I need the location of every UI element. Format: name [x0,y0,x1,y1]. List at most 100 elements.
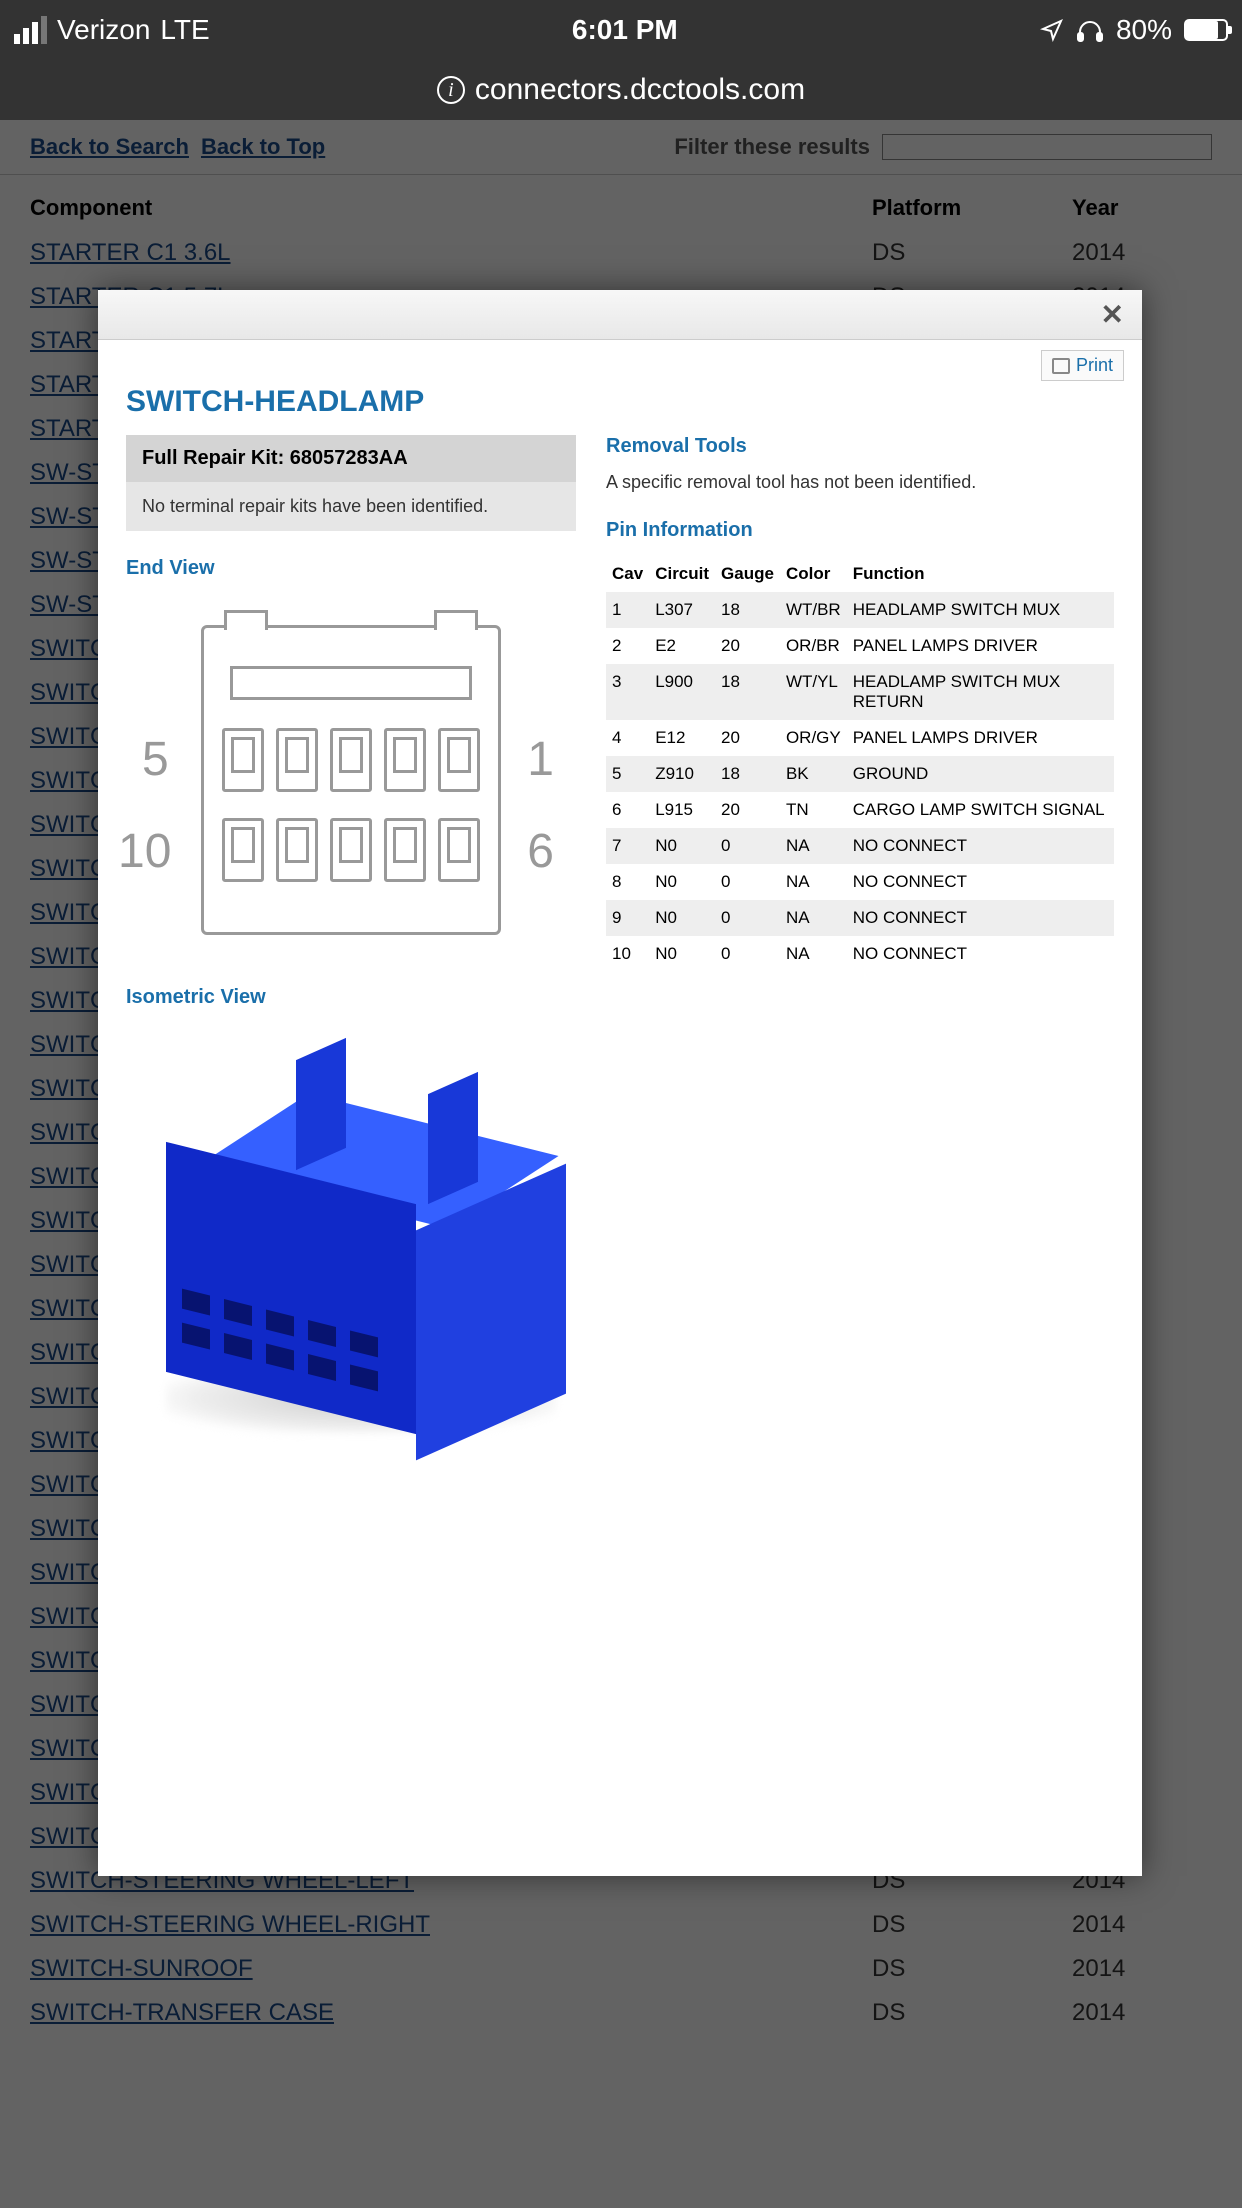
status-bar: Verizon LTE 6:01 PM 80% [0,0,1242,60]
cav-cell: 5 [606,756,649,792]
circuit-cell: Z910 [649,756,715,792]
gauge-cell: 20 [715,792,780,828]
pin-row: 2E220OR/BRPANEL LAMPS DRIVER [606,628,1114,664]
circuit-cell: L915 [649,792,715,828]
circuit-cell: E12 [649,720,715,756]
url-text: connectors.dcctools.com [475,73,805,107]
cav-cell: 6 [606,792,649,828]
function-cell: NO CONNECT [847,864,1114,900]
color-cell: BK [780,756,847,792]
url-bar[interactable]: i connectors.dcctools.com [0,60,1242,120]
repair-kit-text: No terminal repair kits have been identi… [126,482,576,531]
color-cell: NA [780,864,847,900]
print-icon [1052,358,1070,374]
gauge-cell: 18 [715,756,780,792]
status-left: Verizon LTE [14,14,210,46]
pin-info-table: Cav Circuit Gauge Color Function 1L30718… [606,556,1114,972]
circuit-cell: N0 [649,936,715,972]
battery-pct: 80% [1116,14,1172,46]
status-right: 80% [1040,14,1228,46]
color-cell: TN [780,792,847,828]
function-cell: NO CONNECT [847,900,1114,936]
signal-icon [14,16,47,44]
function-cell: NO CONNECT [847,936,1114,972]
removal-tools-heading: Removal Tools [606,435,1114,458]
circuit-cell: N0 [649,828,715,864]
color-cell: OR/GY [780,720,847,756]
function-cell: HEADLAMP SWITCH MUX RETURN [847,664,1114,720]
gauge-cell: 20 [715,720,780,756]
cav-cell: 8 [606,864,649,900]
modal-header: ✕ [98,290,1142,340]
pin-row: 9N00NANO CONNECT [606,900,1114,936]
battery-icon [1184,19,1228,41]
color-cell: NA [780,828,847,864]
end-view-heading: End View [126,557,576,580]
info-icon: i [437,76,465,104]
headphones-icon [1076,18,1104,42]
circuit-cell: L900 [649,664,715,720]
gauge-cell: 18 [715,592,780,628]
pin-row: 5Z91018BKGROUND [606,756,1114,792]
circuit-cell: N0 [649,864,715,900]
color-cell: NA [780,936,847,972]
iso-view-heading: Isometric View [126,986,576,1009]
pin-label-5: 5 [142,732,169,787]
function-cell: HEADLAMP SWITCH MUX [847,592,1114,628]
color-cell: WT/YL [780,664,847,720]
pin-label-1: 1 [527,732,554,787]
close-icon[interactable]: ✕ [1101,298,1124,331]
cav-cell: 10 [606,936,649,972]
circuit-cell: N0 [649,900,715,936]
color-cell: OR/BR [780,628,847,664]
cav-cell: 4 [606,720,649,756]
removal-tools-text: A specific removal tool has not been ide… [606,472,1114,493]
function-cell: GROUND [847,756,1114,792]
color-cell: WT/BR [780,592,847,628]
clock-label: 6:01 PM [572,14,678,46]
location-icon [1040,18,1064,42]
th-color: Color [780,556,847,592]
pin-row: 6L91520TNCARGO LAMP SWITCH SIGNAL [606,792,1114,828]
function-cell: NO CONNECT [847,828,1114,864]
modal-title: SWITCH-HEADLAMP [98,381,1142,435]
th-circuit: Circuit [649,556,715,592]
function-cell: PANEL LAMPS DRIVER [847,720,1114,756]
connector-modal: ✕ Print SWITCH-HEADLAMP Full Repair Kit:… [98,290,1142,1876]
th-gauge: Gauge [715,556,780,592]
cav-cell: 2 [606,628,649,664]
pin-label-10: 10 [118,824,171,879]
pin-row: 7N00NANO CONNECT [606,828,1114,864]
gauge-cell: 0 [715,828,780,864]
print-label: Print [1076,355,1113,376]
cav-cell: 3 [606,664,649,720]
circuit-cell: L307 [649,592,715,628]
isometric-view-diagram [126,1023,566,1463]
gauge-cell: 18 [715,664,780,720]
gauge-cell: 0 [715,936,780,972]
repair-kit-header: Full Repair Kit: 68057283AA [126,435,576,482]
function-cell: PANEL LAMPS DRIVER [847,628,1114,664]
cav-cell: 7 [606,828,649,864]
pin-label-6: 6 [527,824,554,879]
network-label: LTE [160,14,209,46]
gauge-cell: 0 [715,900,780,936]
carrier-label: Verizon [57,14,150,46]
cav-cell: 1 [606,592,649,628]
function-cell: CARGO LAMP SWITCH SIGNAL [847,792,1114,828]
th-cav: Cav [606,556,649,592]
pin-row: 4E1220OR/GYPANEL LAMPS DRIVER [606,720,1114,756]
pin-info-heading: Pin Information [606,519,1114,542]
pin-row: 3L90018WT/YLHEADLAMP SWITCH MUX RETURN [606,664,1114,720]
repair-kit-box: Full Repair Kit: 68057283AA No terminal … [126,435,576,531]
pin-row: 8N00NANO CONNECT [606,864,1114,900]
gauge-cell: 20 [715,628,780,664]
color-cell: NA [780,900,847,936]
gauge-cell: 0 [715,864,780,900]
end-view-diagram: 5 1 10 6 [131,600,571,960]
pin-row: 1L30718WT/BRHEADLAMP SWITCH MUX [606,592,1114,628]
cav-cell: 9 [606,900,649,936]
print-button[interactable]: Print [1041,350,1124,381]
pin-row: 10N00NANO CONNECT [606,936,1114,972]
circuit-cell: E2 [649,628,715,664]
